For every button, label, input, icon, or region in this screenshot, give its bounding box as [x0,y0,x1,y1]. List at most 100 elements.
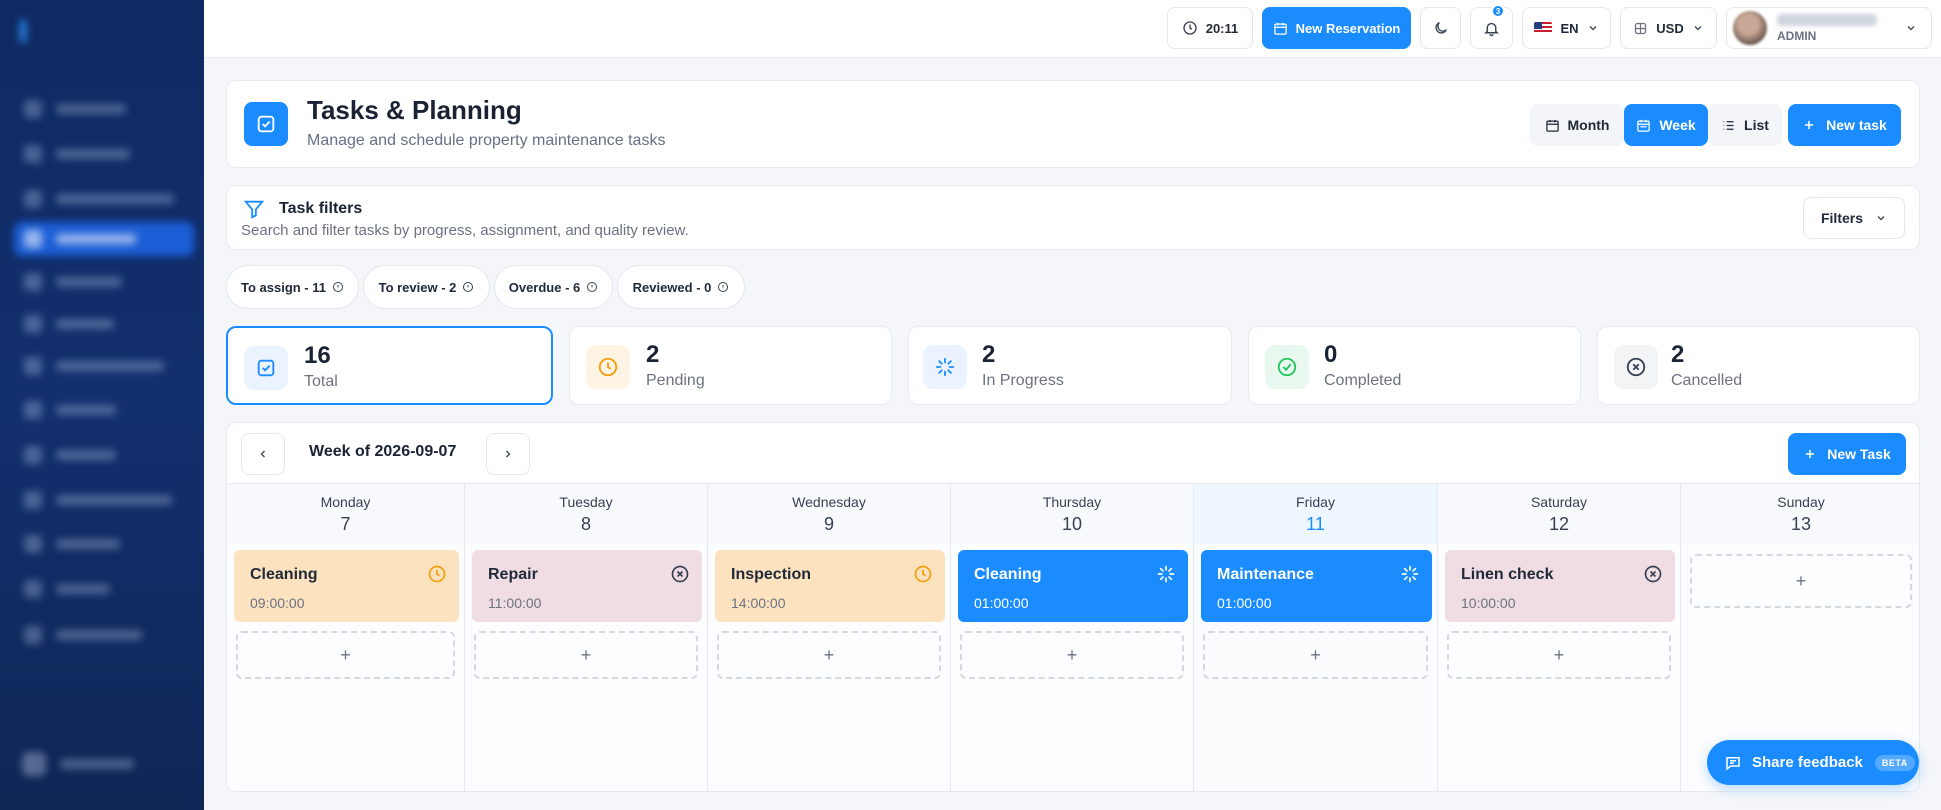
week-label: Week of 2026-09-07 [309,443,457,460]
beta-badge: BETA [1874,754,1915,771]
sidebar-item[interactable] [14,393,194,427]
theme-toggle-button[interactable] [1420,7,1461,49]
chip-to-review[interactable]: To review - 2 [363,265,490,309]
task-card[interactable]: Maintenance 01:00:00 [1201,550,1432,622]
stat-value: 0 [1324,341,1338,368]
add-task-slot[interactable]: + [474,631,698,679]
chip-reviewed[interactable]: Reviewed - 0 [617,265,745,309]
check-circle-icon [1265,345,1309,389]
notification-badge: 3 [1491,4,1505,18]
task-filters-panel: Task filters Search and filter tasks by … [226,185,1920,250]
sidebar-item[interactable] [14,618,194,652]
topbar: 20:11 New Reservation 3 EN USD ADMIN [204,0,1941,58]
page-subtitle: Manage and schedule property maintenance… [307,132,666,149]
app-logo[interactable] [20,18,30,46]
stat-label: In Progress [982,372,1064,389]
sidebar-item-tasks[interactable] [14,222,194,256]
task-card[interactable]: Linen check 10:00:00 [1445,550,1675,622]
day-number: 12 [1548,514,1570,534]
view-month-button[interactable]: Month [1530,104,1624,146]
calendar-new-task-button[interactable]: New Task [1788,433,1906,475]
chip-label: To review - 2 [378,279,457,295]
chevron-down-icon [1694,26,1702,31]
sidebar-item[interactable] [14,265,194,299]
sidebar-footer[interactable] [22,752,134,776]
add-task-slot[interactable]: + [1690,554,1912,608]
stat-card-completed[interactable]: 0 Completed [1248,326,1581,405]
sidebar-item[interactable] [14,438,194,472]
stat-card-cancelled[interactable]: 2 Cancelled [1597,326,1920,405]
stat-card-in-progress[interactable]: 2 In Progress [908,326,1232,405]
page-title: Tasks & Planning [307,95,522,125]
clipboard-check-icon [244,346,288,390]
stat-label: Cancelled [1671,372,1743,389]
sidebar-item[interactable] [14,92,194,126]
chip-overdue[interactable]: Overdue - 6 [494,265,613,309]
next-week-button[interactable] [486,433,530,475]
sidebar-item[interactable] [14,182,194,216]
chip-to-assign[interactable]: To assign - 11 [226,265,359,309]
currency-selector[interactable]: USD [1620,7,1717,49]
task-card[interactable]: Cleaning 01:00:00 [958,550,1188,622]
day-name: Saturday [1530,494,1588,510]
avatar [1733,11,1767,45]
task-time: 11:00:00 [488,595,542,611]
clock-icon [1183,21,1197,35]
filters-subtitle: Search and filter tasks by progress, ass… [241,222,689,239]
chat-icon [1726,756,1740,771]
sidebar-item[interactable] [14,349,194,383]
day-number: 8 [580,514,591,534]
add-task-slot[interactable]: + [960,631,1184,679]
plus-icon [1805,120,1814,130]
stat-card-total[interactable]: 16 Total [226,326,553,405]
sidebar-item[interactable] [14,307,194,341]
prev-week-button[interactable] [241,433,285,475]
view-list-label: List [1744,117,1769,133]
new-task-button[interactable]: New task [1788,104,1901,146]
sidebar-item[interactable] [14,137,194,171]
view-week-button[interactable]: Week [1624,104,1708,146]
user-menu[interactable]: ADMIN [1726,7,1932,49]
day-name: Wednesday [792,494,866,510]
task-card[interactable]: Cleaning 09:00:00 [234,550,459,622]
task-time: 01:00:00 [974,595,1029,611]
task-time: 09:00:00 [250,595,305,611]
currency-icon [1635,22,1647,34]
add-task-slot[interactable]: + [1203,631,1428,679]
sidebar-item[interactable] [14,483,194,517]
stat-card-pending[interactable]: 2 Pending [569,326,892,405]
share-feedback-button[interactable]: Share feedback BETA [1707,740,1919,785]
user-role: ADMIN [1777,28,1817,43]
day-number: 9 [823,514,834,534]
clock-display: 20:11 [1167,7,1253,49]
language-label: EN [1560,20,1579,36]
day-column-saturday: Saturday 12 Linen check 10:00:00 + [1438,484,1681,791]
user-name-blurred [1777,13,1877,26]
task-time: 01:00:00 [1217,595,1272,611]
task-card[interactable]: Inspection 14:00:00 [715,550,945,622]
x-circle-icon [1614,345,1658,389]
notifications-button[interactable]: 3 [1470,4,1513,49]
sidebar-item[interactable] [14,572,194,606]
task-name: Inspection [731,566,812,583]
day-column-monday: Monday 7 Cleaning 09:00:00 + [227,484,465,791]
new-task-label: New task [1826,117,1887,133]
add-task-slot[interactable]: + [1447,631,1671,679]
list-icon [1723,120,1734,130]
task-name: Cleaning [250,566,318,583]
language-selector[interactable]: EN [1522,7,1611,49]
sidebar-item[interactable] [14,527,194,561]
add-task-slot[interactable]: + [236,631,455,679]
user-info: ADMIN [1777,13,1877,43]
task-card[interactable]: Repair 11:00:00 [472,550,702,622]
tasks-header-icon [244,102,288,146]
filters-dropdown-button[interactable]: Filters [1803,197,1905,239]
day-column-thursday: Thursday 10 Cleaning 01:00:00 + [951,484,1194,791]
clipboard-check-icon [257,115,275,133]
day-column-tuesday: Tuesday 8 Repair 11:00:00 + [465,484,708,791]
stat-value: 2 [982,341,996,368]
new-reservation-button[interactable]: New Reservation [1262,7,1411,49]
view-list-button[interactable]: List [1708,104,1782,146]
add-task-slot[interactable]: + [717,631,941,679]
calendar-week-icon [1637,119,1651,132]
